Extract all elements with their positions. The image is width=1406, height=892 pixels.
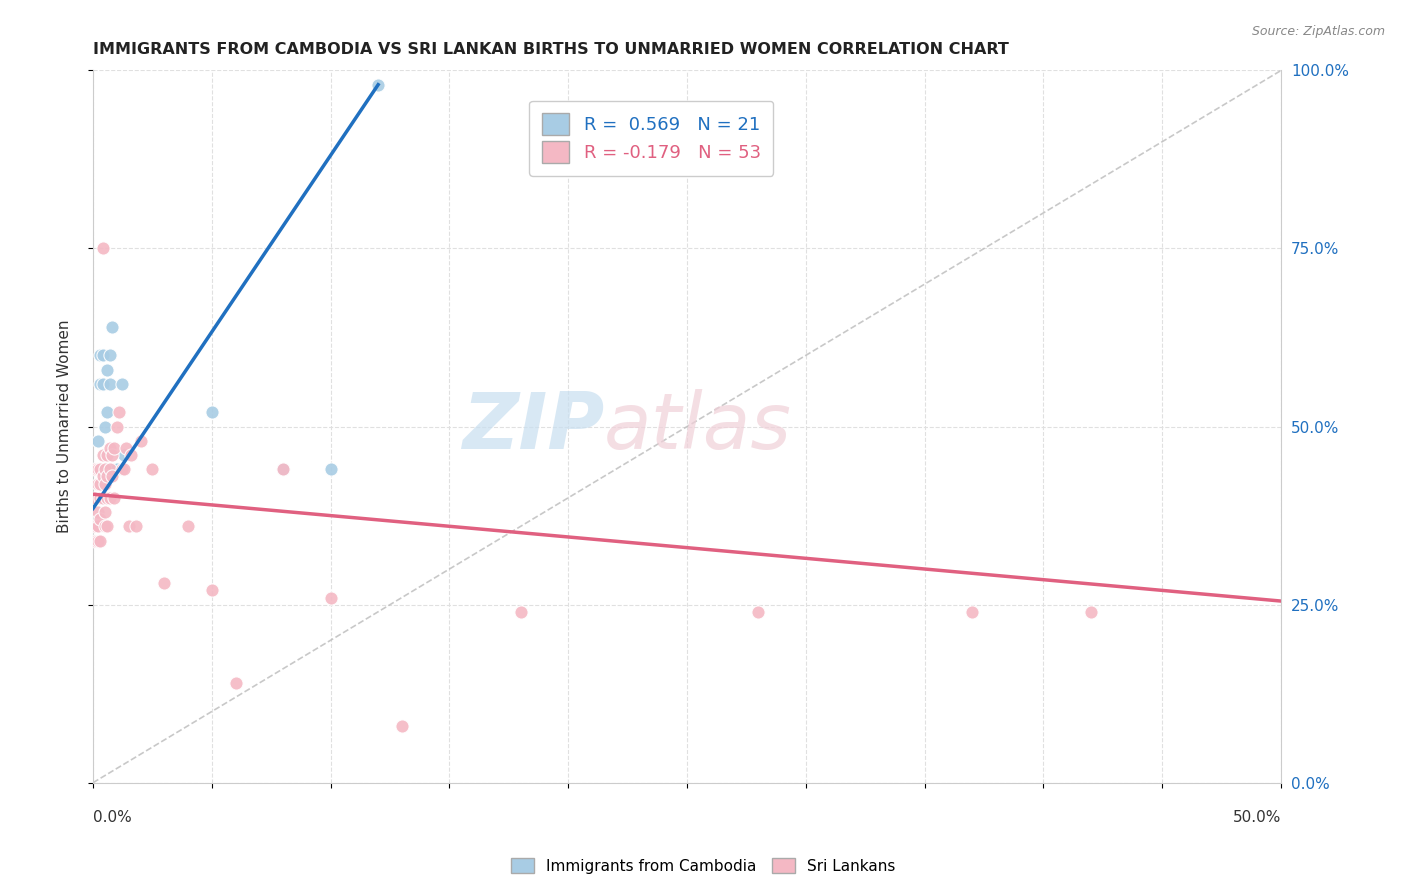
Point: [87, 519, 110, 533]
Point: [319, 591, 342, 605]
Point: [319, 462, 342, 476]
Point: [271, 462, 294, 476]
Legend: Immigrants from Cambodia, Sri Lankans: Immigrants from Cambodia, Sri Lankans: [505, 852, 901, 880]
Point: [87, 462, 110, 476]
Point: [91, 491, 114, 505]
Point: [91, 469, 114, 483]
Point: [98, 348, 121, 362]
Point: [94, 462, 117, 476]
Point: [367, 78, 389, 92]
Point: [91, 376, 114, 391]
Point: [94, 462, 117, 476]
Point: [110, 462, 132, 476]
Point: [89, 348, 111, 362]
Point: [271, 462, 294, 476]
Legend: R =  0.569   N = 21, R = -0.179   N = 53: R = 0.569 N = 21, R = -0.179 N = 53: [530, 101, 773, 176]
Point: [94, 419, 117, 434]
Point: [94, 519, 117, 533]
Point: [87, 476, 110, 491]
Y-axis label: Births to Unmarried Women: Births to Unmarried Women: [58, 320, 72, 533]
Point: [98, 462, 121, 476]
Point: [96, 469, 118, 483]
Point: [509, 605, 531, 619]
Point: [84, 491, 107, 505]
Text: Source: ZipAtlas.com: Source: ZipAtlas.com: [1251, 25, 1385, 38]
Point: [89, 491, 111, 505]
Point: [112, 462, 135, 476]
Point: [91, 348, 114, 362]
Point: [108, 405, 131, 419]
Point: [94, 505, 117, 519]
Point: [112, 448, 135, 462]
Point: [101, 319, 124, 334]
Point: [960, 605, 983, 619]
Point: [87, 434, 110, 448]
Point: [101, 448, 124, 462]
Point: [91, 448, 114, 462]
Point: [391, 719, 413, 733]
Point: [747, 605, 769, 619]
Point: [105, 419, 128, 434]
Point: [103, 441, 125, 455]
Point: [87, 533, 110, 548]
Point: [103, 491, 125, 505]
Point: [96, 519, 118, 533]
Point: [120, 448, 142, 462]
Point: [87, 462, 110, 476]
Text: 50.0%: 50.0%: [1233, 810, 1281, 825]
Point: [87, 505, 110, 519]
Point: [98, 491, 121, 505]
Point: [89, 533, 111, 548]
Point: [225, 676, 247, 690]
Point: [103, 462, 125, 476]
Point: [177, 519, 200, 533]
Point: [129, 434, 152, 448]
Point: [98, 441, 121, 455]
Point: [115, 441, 138, 455]
Point: [96, 448, 118, 462]
Point: [98, 376, 121, 391]
Point: [101, 469, 124, 483]
Text: 0.0%: 0.0%: [93, 810, 132, 825]
Point: [125, 519, 148, 533]
Point: [94, 476, 117, 491]
Point: [96, 362, 118, 376]
Point: [96, 405, 118, 419]
Point: [201, 583, 224, 598]
Point: [118, 519, 141, 533]
Point: [96, 491, 118, 505]
Point: [84, 533, 107, 548]
Point: [201, 405, 224, 419]
Point: [141, 462, 163, 476]
Point: [153, 576, 176, 591]
Text: IMMIGRANTS FROM CAMBODIA VS SRI LANKAN BIRTHS TO UNMARRIED WOMEN CORRELATION CHA: IMMIGRANTS FROM CAMBODIA VS SRI LANKAN B…: [93, 42, 1010, 57]
Text: atlas: atlas: [605, 389, 792, 465]
Point: [84, 519, 107, 533]
Point: [105, 462, 128, 476]
Text: ZIP: ZIP: [461, 389, 605, 465]
Point: [89, 476, 111, 491]
Point: [89, 462, 111, 476]
Point: [110, 376, 132, 391]
Point: [89, 512, 111, 526]
Point: [1080, 605, 1102, 619]
Point: [84, 462, 107, 476]
Point: [89, 376, 111, 391]
Point: [91, 242, 114, 256]
